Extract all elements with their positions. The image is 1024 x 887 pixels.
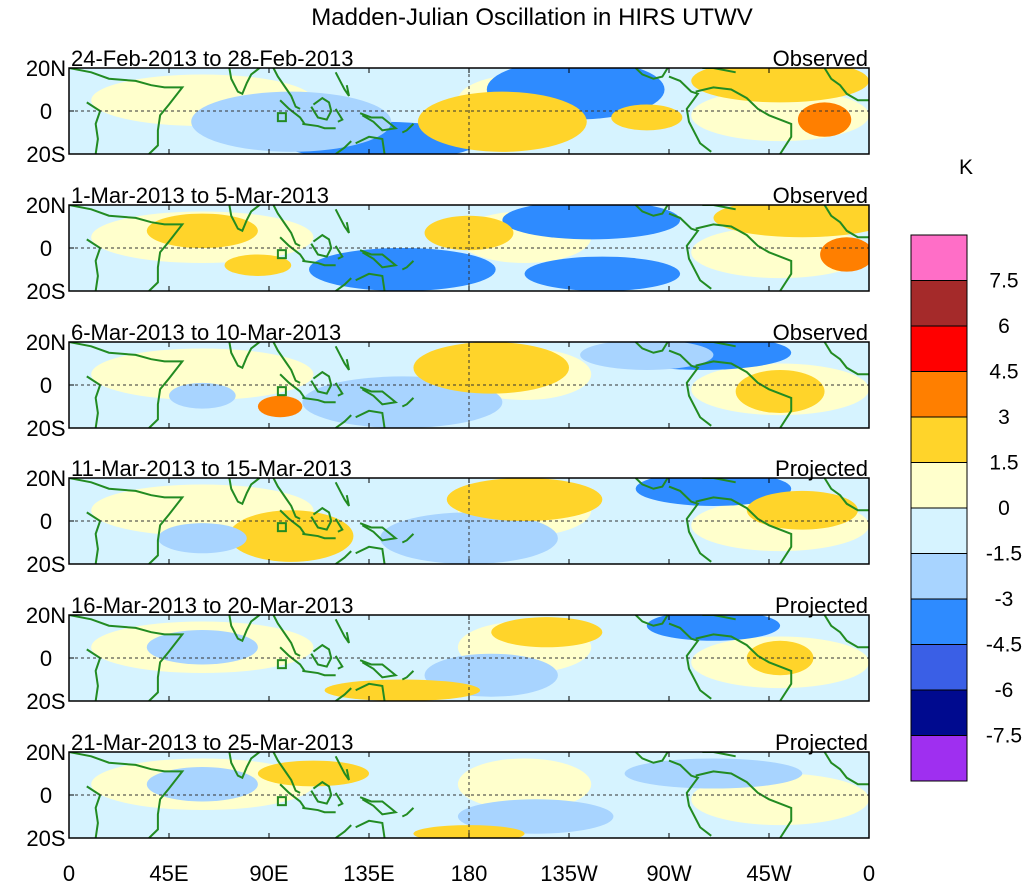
colorbar-level-label: -4.5 bbox=[986, 634, 1022, 657]
x-tick-label: 90E bbox=[249, 861, 288, 886]
anomaly-region bbox=[191, 92, 391, 152]
colorbar-swatch bbox=[911, 463, 967, 509]
panel-status: Projected bbox=[775, 730, 868, 755]
colorbar-swatch bbox=[911, 508, 967, 554]
y-tick-label: 0 bbox=[40, 373, 52, 398]
anomaly-region bbox=[611, 105, 682, 131]
colorbar-swatch bbox=[911, 599, 967, 645]
y-tick-label: 20N bbox=[26, 466, 66, 491]
anomaly-region bbox=[736, 370, 825, 413]
anomaly-region bbox=[425, 216, 514, 250]
y-tick-label: 20S bbox=[26, 279, 65, 304]
y-tick-label: 20N bbox=[26, 603, 66, 628]
anomaly-region bbox=[447, 478, 603, 521]
x-tick-label: 0 bbox=[63, 861, 75, 886]
colorbar-swatch bbox=[911, 326, 967, 372]
anomaly-region bbox=[798, 102, 851, 136]
y-tick-label: 0 bbox=[40, 236, 52, 261]
y-tick-label: 20S bbox=[26, 689, 65, 714]
panel-date-range: 1-Mar-2013 to 5-Mar-2013 bbox=[71, 183, 329, 208]
panel: 20N 0 20S 24-Feb-2013 to 28-Feb-2013 Observe… bbox=[26, 46, 869, 167]
colorbar-level-label: 0 bbox=[998, 497, 1010, 520]
anomaly-region bbox=[169, 383, 236, 409]
panel: 20N 0 20S 11-Mar-2013 to 15-Mar-2013 Project… bbox=[26, 456, 869, 577]
panel: 20N 0 20S 1-Mar-2013 to 5-Mar-2013 Observed bbox=[26, 183, 891, 304]
y-tick-label: 20N bbox=[26, 56, 66, 81]
anomaly-region bbox=[258, 396, 302, 418]
colorbar-swatch bbox=[911, 372, 967, 418]
colorbar-level-label: -3 bbox=[995, 588, 1014, 611]
colorbar-unit-label: K bbox=[959, 156, 973, 179]
mjo-figure: Madden-Julian Oscillation in HIRS UTWV 2… bbox=[0, 0, 1024, 887]
x-tick-label: 45E bbox=[149, 861, 188, 886]
x-axis: 0 45E 90E 135E 180 135W 90W 45W 0 bbox=[63, 861, 875, 886]
colorbar-swatch bbox=[911, 736, 967, 782]
colorbar-swatch bbox=[911, 417, 967, 463]
colorbar-level-label: -1.5 bbox=[986, 543, 1022, 566]
chart-title: Madden-Julian Oscillation in HIRS UTWV bbox=[311, 4, 752, 31]
panel-status: Projected bbox=[775, 593, 868, 618]
colorbar: K 7.5 6 4.5 3 1.5 0 -1.5 -3 -4.5 -6 -7.5 bbox=[911, 156, 1022, 781]
colorbar-level-label: -7.5 bbox=[986, 725, 1022, 748]
y-tick-label: 20S bbox=[26, 416, 65, 441]
x-tick-label: 180 bbox=[451, 861, 488, 886]
colorbar-swatch bbox=[911, 645, 967, 691]
panel: 20N 0 20S 16-Mar-2013 to 20-Mar-2013 Project… bbox=[26, 593, 869, 714]
anomaly-region bbox=[525, 257, 681, 291]
y-tick-label: 20S bbox=[26, 552, 65, 577]
panel-date-range: 6-Mar-2013 to 10-Mar-2013 bbox=[71, 320, 341, 345]
y-tick-label: 20N bbox=[26, 330, 66, 355]
y-tick-label: 20S bbox=[26, 142, 65, 167]
y-tick-label: 0 bbox=[40, 783, 52, 808]
panel: 20N 0 20S 6-Mar-2013 to 10-Mar-2013 Observed bbox=[26, 320, 869, 441]
anomaly-region bbox=[258, 761, 369, 787]
colorbar-level-label: -6 bbox=[995, 679, 1014, 702]
panel-date-range: 21-Mar-2013 to 25-Mar-2013 bbox=[71, 730, 353, 755]
colorbar-level-label: 1.5 bbox=[989, 452, 1018, 475]
x-tick-label: 45W bbox=[746, 861, 791, 886]
y-tick-label: 0 bbox=[40, 646, 52, 671]
colorbar-swatch bbox=[911, 235, 967, 281]
colorbar-swatch bbox=[911, 554, 967, 600]
panel-date-range: 16-Mar-2013 to 20-Mar-2013 bbox=[71, 593, 353, 618]
colorbar-swatch bbox=[911, 690, 967, 736]
x-tick-label: 135E bbox=[343, 861, 394, 886]
panel-stack: 20N 0 20S 24-Feb-2013 to 28-Feb-2013 Observe… bbox=[26, 46, 891, 851]
panel-status: Observed bbox=[773, 320, 868, 345]
x-tick-label: 135W bbox=[540, 861, 598, 886]
anomaly-region bbox=[491, 617, 602, 647]
anomaly-region bbox=[418, 92, 587, 152]
anomaly-region bbox=[625, 758, 803, 788]
anomaly-region bbox=[229, 510, 353, 562]
y-tick-label: 20N bbox=[26, 740, 66, 765]
anomaly-region bbox=[413, 342, 569, 394]
anomaly-region bbox=[158, 523, 247, 553]
panel-status: Observed bbox=[773, 46, 868, 71]
colorbar-level-label: 3 bbox=[998, 406, 1010, 429]
anomaly-region bbox=[820, 237, 873, 271]
colorbar-level-label: 4.5 bbox=[989, 361, 1018, 384]
colorbar-level-label: 6 bbox=[998, 315, 1010, 338]
panel: 20N 0 20S 21-Mar-2013 to 25-Mar-2013 Project… bbox=[26, 730, 869, 851]
x-tick-label: 90W bbox=[646, 861, 691, 886]
colorbar-level-label: 7.5 bbox=[989, 270, 1018, 293]
x-tick-label: 0 bbox=[863, 861, 875, 886]
y-tick-label: 20N bbox=[26, 193, 66, 218]
panel-date-range: 11-Mar-2013 to 15-Mar-2013 bbox=[71, 456, 352, 481]
panel-status: Projected bbox=[775, 456, 868, 481]
panel-date-range: 24-Feb-2013 to 28-Feb-2013 bbox=[71, 46, 354, 71]
colorbar-swatch bbox=[911, 281, 967, 327]
panel-status: Observed bbox=[773, 183, 868, 208]
y-tick-label: 0 bbox=[40, 99, 52, 124]
anomaly-region bbox=[502, 201, 680, 240]
y-tick-label: 0 bbox=[40, 509, 52, 534]
y-tick-label: 20S bbox=[26, 826, 65, 851]
